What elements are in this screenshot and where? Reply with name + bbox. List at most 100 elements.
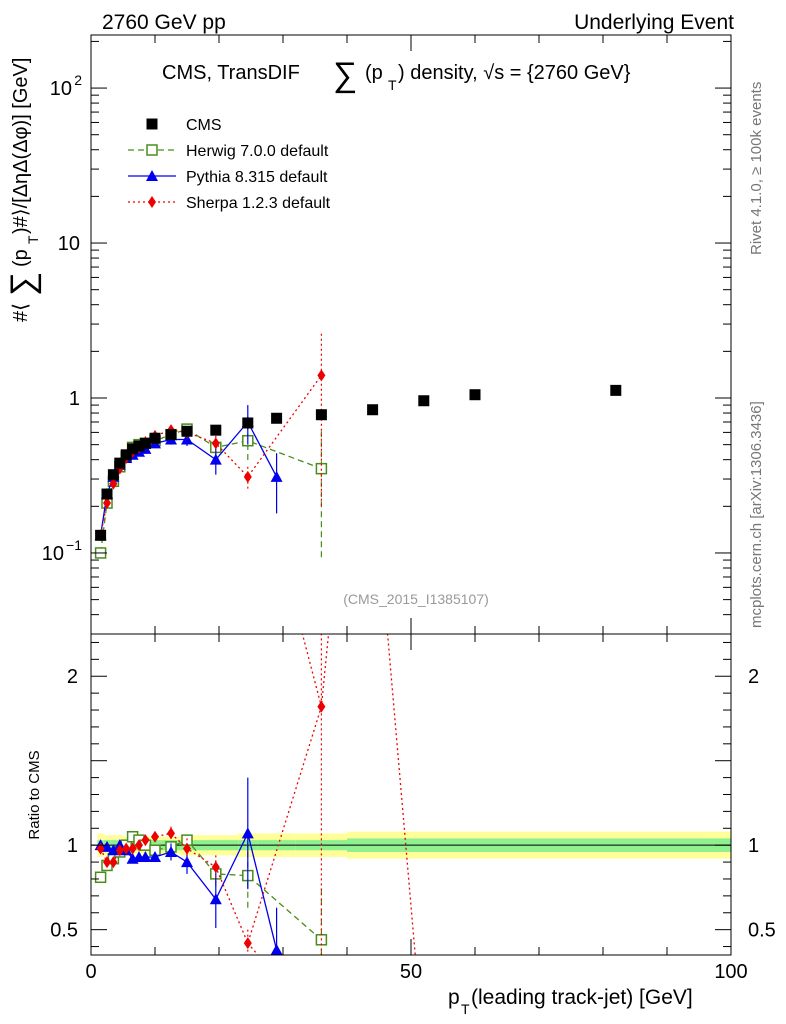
cms-point: [418, 395, 430, 407]
sherpa-point: [243, 470, 252, 483]
cms-point: [315, 409, 327, 421]
ratio-series-layer: [94, 634, 416, 955]
herwig-ratio-point: [94, 871, 107, 884]
sherpa-ratio-point: [122, 842, 131, 855]
cms-point: [120, 449, 132, 461]
pythia-ratio-point: [107, 844, 120, 856]
pythia-ratio-point: [209, 893, 222, 905]
x-tick-label: 0: [85, 961, 96, 983]
ratio-y-tick-label: 2: [67, 666, 78, 688]
title-pt-sub: T: [388, 77, 397, 93]
sherpa-ratio-point: [183, 842, 191, 855]
ratio-y-tick-label: 1: [67, 835, 78, 857]
x-axis-label: p T (leading track-jet) [GeV]: [448, 986, 693, 1017]
main-y-tick-exponent: −1: [66, 537, 82, 553]
title-suffix: ) density, √s = {2760 GeV}: [398, 62, 631, 84]
cms-point: [101, 488, 113, 500]
cms-point: [95, 529, 107, 541]
pythia-ratio-point: [181, 856, 193, 868]
pythia-ratio-point: [149, 851, 161, 863]
legend-cms-marker: [146, 118, 158, 130]
sherpa-ratio-point: [167, 827, 175, 840]
pythia-ratio-point: [139, 851, 152, 863]
xlabel-b: (leading track-jet) [GeV]: [471, 986, 693, 1009]
header-right: Underlying Event: [574, 11, 734, 34]
x-tick-label: 50: [400, 961, 422, 983]
main-y-tick-exponent: 2: [74, 72, 82, 88]
ratio-y-label: Ratio to CMS: [26, 750, 43, 839]
cms-point: [149, 432, 161, 444]
pythia-ratio-point: [270, 943, 283, 955]
ratio-y-tick-label-right: 2: [748, 666, 759, 688]
ylabel-sub: T: [25, 235, 41, 244]
ratio-y-tick-label-right: 1: [748, 835, 759, 857]
sherpa-ratio-spike: [386, 634, 416, 955]
cms-point: [127, 443, 139, 455]
main-y-tick-label: 10: [42, 543, 64, 565]
pythia-ratio-point: [165, 845, 177, 857]
sherpa-point: [109, 477, 118, 490]
pythia-point: [270, 470, 283, 482]
sherpa-ratio-spike: [301, 634, 330, 707]
sherpa-ratio-point: [109, 856, 118, 869]
sherpa-point: [211, 437, 220, 450]
cms-point: [469, 389, 481, 401]
legend-pythia-marker: [146, 170, 158, 181]
title-sigma: ∑: [333, 56, 357, 94]
legend: CMS Herwig 7.0.0 default Pythia 8.315 defa…: [128, 117, 331, 212]
main-y-tick-label: 10: [58, 233, 80, 255]
sherpa-ratio-point: [115, 844, 124, 857]
mcplots-label: mcplots.cern.ch [arXiv:1306.3436]: [748, 401, 765, 628]
cms-point: [210, 424, 222, 436]
legend-cms-label: CMS: [186, 117, 222, 134]
sherpa-ratio-point: [151, 830, 159, 843]
cms-point: [165, 429, 177, 441]
ylabel-b: (p: [10, 249, 32, 267]
cms-point: [107, 469, 119, 481]
legend-herwig-label: Herwig 7.0.0 default: [186, 143, 329, 160]
cms-point: [242, 417, 254, 429]
legend-pythia-label: Pythia 8.315 default: [186, 169, 328, 186]
main-series-layer: [94, 333, 622, 561]
ylabel-c: )#⟩/[ΔηΔ(Δφ)] [GeV]: [10, 58, 32, 234]
sherpa-ratio-point: [135, 839, 143, 852]
ratio-y-tick-label-right: 0.5: [748, 920, 776, 942]
sherpa-ratio-point: [128, 842, 137, 855]
ylabel-a: #⟨: [10, 303, 32, 322]
cms-point: [139, 437, 151, 449]
sherpa-point: [103, 497, 111, 510]
rivet-label: Rivet 4.1.0, ≥ 100k events: [748, 82, 765, 255]
cms-point: [181, 425, 193, 437]
analysis-watermark: (CMS_2015_I1385107): [343, 591, 489, 607]
cms-point: [114, 457, 126, 469]
pythia-point: [209, 453, 222, 465]
ratio-panel-frame: [90, 633, 732, 956]
sherpa-ratio-point: [103, 856, 111, 869]
legend-herwig-marker: [146, 144, 158, 156]
x-tick-label: 100: [714, 961, 747, 983]
legend-sherpa-label: Sherpa 1.2.3 default: [186, 195, 331, 212]
pythia-ratio-point: [241, 827, 254, 839]
title-prefix: CMS, TransDIF: [162, 62, 300, 84]
cms-point: [133, 440, 145, 452]
ylabel-sigma: ∑: [4, 272, 42, 296]
cms-point: [271, 412, 283, 424]
main-y-tick-label: 10: [50, 78, 72, 100]
cms-point: [610, 384, 622, 396]
sherpa-ratio-point: [211, 861, 220, 874]
herwig-point: [315, 462, 328, 475]
legend-sherpa-marker: [148, 196, 156, 208]
ratio-y-tick-label: 0.5: [50, 920, 78, 942]
sherpa-point: [317, 369, 326, 382]
main-y-label: #⟨ ∑ (p T )#⟩/[ΔηΔ(Δφ)] [GeV]: [4, 58, 42, 322]
title-pt: (p: [365, 62, 383, 84]
header-left: 2760 GeV pp: [102, 11, 226, 34]
plot-title: CMS, TransDIF ∑ (p T ) density, √s = {27…: [162, 56, 631, 94]
main-y-tick-label: 1: [69, 388, 80, 410]
xlabel-a: p: [448, 986, 460, 1009]
sherpa-ratio-line: [100, 706, 323, 946]
xlabel-sub: T: [461, 1001, 470, 1017]
pythia-point: [181, 433, 193, 445]
